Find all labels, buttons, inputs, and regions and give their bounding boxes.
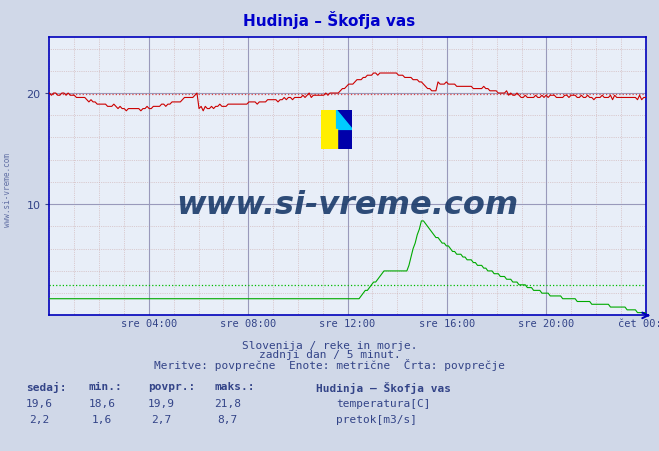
Text: sedaj:: sedaj: [26,381,67,392]
Polygon shape [321,130,337,149]
Text: sre 08:00: sre 08:00 [220,318,276,328]
Text: sre 12:00: sre 12:00 [320,318,376,328]
Text: sre 20:00: sre 20:00 [518,318,575,328]
Text: 8,7: 8,7 [217,414,237,424]
Text: Hudinja – Škofja vas: Hudinja – Škofja vas [243,11,416,29]
Text: 21,8: 21,8 [214,398,241,408]
Text: Meritve: povprečne  Enote: metrične  Črta: povprečje: Meritve: povprečne Enote: metrične Črta:… [154,359,505,371]
Text: 18,6: 18,6 [89,398,115,408]
Text: www.si-vreme.com: www.si-vreme.com [3,152,13,226]
Bar [321,111,337,149]
Text: sre 04:00: sre 04:00 [121,318,177,328]
Text: maks.:: maks.: [214,381,254,391]
Text: pretok[m3/s]: pretok[m3/s] [336,414,417,424]
Text: 2,7: 2,7 [152,414,171,424]
Text: zadnji dan / 5 minut.: zadnji dan / 5 minut. [258,350,401,359]
Text: čet 00:00: čet 00:00 [617,318,659,328]
Text: www.si-vreme.com: www.si-vreme.com [177,189,519,220]
Bar [337,111,353,149]
Text: 2,2: 2,2 [30,414,49,424]
Text: povpr.:: povpr.: [148,381,196,391]
Text: min.:: min.: [89,381,123,391]
Text: 19,9: 19,9 [148,398,175,408]
Text: temperatura[C]: temperatura[C] [336,398,430,408]
Text: 1,6: 1,6 [92,414,112,424]
Text: sre 16:00: sre 16:00 [419,318,475,328]
Text: Hudinja – Škofja vas: Hudinja – Škofja vas [316,381,451,393]
Text: Slovenija / reke in morje.: Slovenija / reke in morje. [242,341,417,350]
Text: 19,6: 19,6 [26,398,53,408]
Polygon shape [337,111,353,130]
